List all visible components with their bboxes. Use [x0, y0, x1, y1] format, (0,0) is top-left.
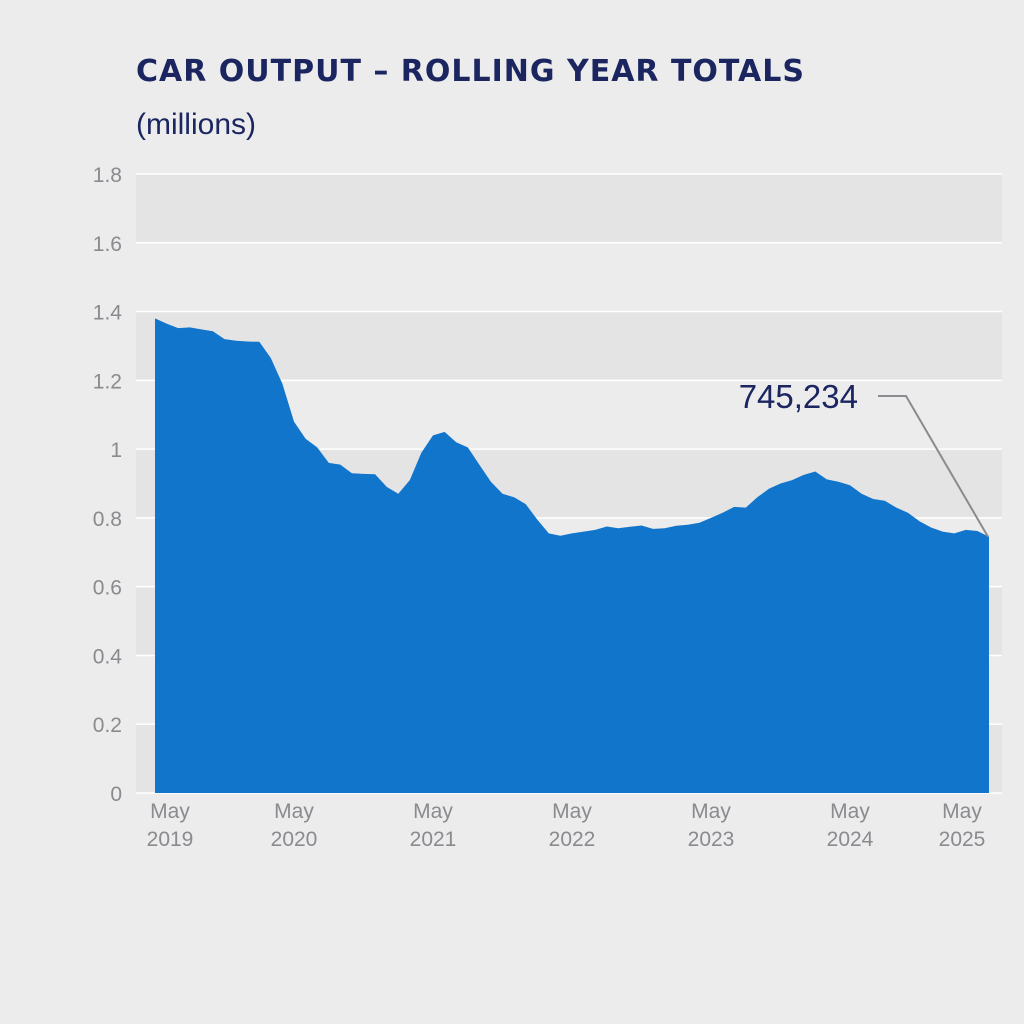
x-tick-label: May: [830, 800, 870, 823]
x-tick-label: 2021: [410, 828, 457, 851]
y-tick-label: 1.8: [93, 164, 122, 187]
y-axis: 0 0.2 0.4 0.6 0.8 1 1.2 1.4 1.6 1.8: [93, 164, 123, 806]
x-tick-label: May: [691, 800, 731, 823]
x-tick-label: May: [150, 800, 190, 823]
y-tick-label: 0.2: [93, 714, 122, 737]
y-tick-label: 0: [110, 783, 122, 806]
callout-leader-line: [878, 395, 989, 538]
x-tick-label: 2024: [827, 828, 874, 851]
chart-subtitle: (millions): [136, 108, 256, 141]
y-tick-label: 0.8: [93, 508, 122, 531]
callout-label: 745,234: [739, 378, 858, 415]
series-area-car-output: [155, 318, 989, 793]
x-tick-label: May: [274, 800, 314, 823]
grid-band: [136, 311, 1002, 381]
grid-band: [136, 174, 1002, 243]
x-tick-label: 2025: [939, 828, 986, 851]
x-tick-label: 2020: [271, 828, 318, 851]
x-tick-label: May: [942, 800, 982, 823]
y-tick-label: 1: [110, 439, 122, 462]
y-tick-label: 1.6: [93, 233, 122, 256]
x-tick-label: May: [413, 800, 453, 823]
y-tick-label: 0.4: [93, 645, 123, 668]
x-tick-label: May: [552, 800, 592, 823]
x-tick-label: 2023: [688, 828, 735, 851]
x-tick-label: 2022: [549, 828, 596, 851]
chart-title: CAR OUTPUT – ROLLING YEAR TOTALS: [136, 54, 806, 89]
x-axis: May 2019 May 2020 May 2021 May 2022 May 2023 May 20…: [147, 800, 986, 851]
x-tick-label: 2019: [147, 828, 194, 851]
y-tick-label: 0.6: [93, 577, 122, 600]
y-tick-label: 1.2: [93, 370, 122, 393]
y-tick-label: 1.4: [93, 302, 123, 325]
